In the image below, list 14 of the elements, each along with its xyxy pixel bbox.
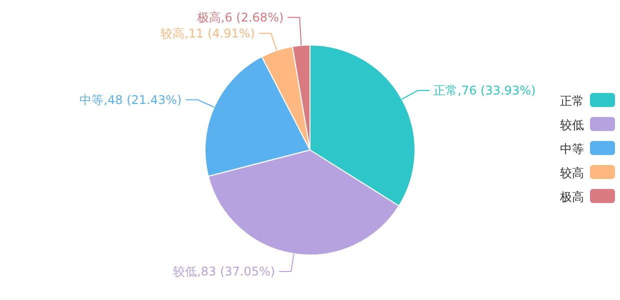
legend-label: 极高 [559, 190, 584, 204]
legend-label: 中等 [560, 142, 584, 156]
pie-slice [204, 56, 310, 177]
category-label: 较高,11 (4.91%) [160, 26, 256, 40]
legend-label: 较高 [560, 166, 584, 180]
category-label: 中等,48 (21.43%) [80, 92, 182, 107]
legend-label: 正常 [560, 94, 584, 108]
category-label: 极高,6 (2.68%) [196, 10, 284, 24]
category-label: 正常,76 (33.93%) [434, 84, 536, 98]
pie-slice [310, 44, 416, 206]
category-label: 较低,83 (37.05%) [173, 264, 276, 279]
pie-slice [208, 150, 400, 256]
pie-slice [261, 46, 310, 150]
legend-label: 较低 [560, 118, 584, 132]
